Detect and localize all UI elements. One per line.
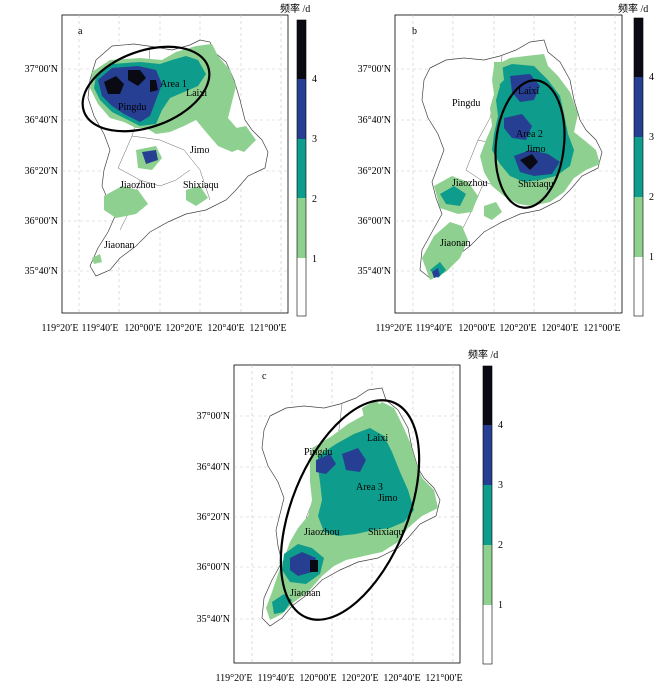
place-label-jiaozhou: Jiaozhou (304, 527, 340, 538)
lon-tick: 120°20′E (341, 673, 378, 684)
colorbar-label: 2 (498, 540, 503, 551)
place-label-laixi: Laixi (367, 433, 388, 444)
lon-tick: 119°20′E (42, 323, 79, 334)
colorbar: 频率 /d 4 3 2 1 (468, 348, 503, 665)
frequency-shading (90, 44, 256, 264)
place-label-jiaonan: Jiaonan (104, 240, 135, 251)
latitude-tick-labels: 37°00′N 36°40′N 36°20′N 36°00′N 35°40′N (25, 64, 58, 277)
lat-tick: 36°00′N (358, 216, 391, 227)
latitude-tick-labels: 37°00′N 36°40′N 36°20′N 36°00′N 35°40′N (358, 64, 391, 277)
lat-tick: 36°20′N (197, 512, 230, 523)
colorbar-label: 2 (312, 194, 317, 205)
lon-tick: 120°20′E (499, 323, 536, 334)
place-label-jiaozhou: Jiaozhou (120, 180, 156, 191)
place-label-laixi: Laixi (518, 86, 539, 97)
lon-tick: 119°40′E (258, 673, 295, 684)
place-label-pingdu: Pingdu (452, 98, 480, 109)
lat-tick: 37°00′N (197, 411, 230, 422)
colorbar-title: 频率 /d (280, 2, 310, 15)
longitude-tick-labels: 119°20′E 119°40′E 120°00′E 120°20′E 120°… (376, 323, 621, 334)
colorbar-label: 1 (649, 252, 654, 263)
lon-tick: 121°00′E (425, 673, 462, 684)
panel-letter: b (412, 26, 417, 37)
colorbar-label: 4 (649, 72, 654, 83)
colorbar-label: 3 (312, 134, 317, 145)
place-label-laixi: Laixi (186, 88, 207, 99)
area-ellipse (494, 79, 566, 209)
lat-tick: 37°00′N (25, 64, 58, 75)
colorbar-label: 3 (649, 132, 654, 143)
place-label-jimo: Jimo (190, 145, 209, 156)
colorbar: 频率 /d 4 3 2 1 (280, 2, 317, 317)
lat-tick: 36°00′N (197, 562, 230, 573)
colorbar-label: 3 (498, 480, 503, 491)
area-label: Area 1 (160, 79, 187, 90)
lon-tick: 120°40′E (207, 323, 244, 334)
lon-tick: 119°20′E (376, 323, 413, 334)
place-label-shixiaqu: Shixiaqu (368, 527, 404, 538)
panel-letter: c (262, 371, 267, 382)
lat-tick: 36°00′N (25, 216, 58, 227)
lon-tick: 121°00′E (583, 323, 620, 334)
place-label-jiaonan: Jiaonan (440, 238, 471, 249)
lat-tick: 35°40′N (358, 266, 391, 277)
colorbar-label: 2 (649, 192, 654, 203)
lon-tick: 120°40′E (383, 673, 420, 684)
lat-tick: 35°40′N (25, 266, 58, 277)
place-label-jiaozhou: Jiaozhou (452, 178, 488, 189)
lon-tick: 120°20′E (165, 323, 202, 334)
colorbar: 频率 /d 4 3 2 1 (618, 2, 654, 317)
area-label: Area 2 (516, 129, 543, 140)
colorbar-title: 频率 /d (468, 348, 498, 361)
area-ellipse (279, 399, 421, 621)
lon-tick: 120°00′E (124, 323, 161, 334)
lon-tick: 120°00′E (458, 323, 495, 334)
colorbar-label: 4 (498, 420, 503, 431)
place-label-shixiaqu: Shixiaqu (518, 179, 554, 190)
map-panel-b: b Area 2 Pingdu Laixi Jimo Jiaozhou Shix… (358, 2, 654, 334)
map-panel-a: a Area 1 Pingdu Laixi Jimo Jiaozhou Shix… (25, 2, 317, 334)
place-label-jimo: Jimo (378, 493, 397, 504)
lat-tick: 36°20′N (358, 166, 391, 177)
panel-letter: a (78, 26, 83, 37)
colorbar-label: 1 (312, 254, 317, 265)
longitude-tick-labels: 119°20′E 119°40′E 120°00′E 120°20′E 120°… (216, 673, 463, 684)
place-label-jimo: Jimo (526, 144, 545, 155)
lat-tick: 37°00′N (358, 64, 391, 75)
colorbar-label: 1 (498, 600, 503, 611)
frequency-shading (266, 400, 438, 620)
place-label-pingdu: Pingdu (118, 102, 146, 113)
area-label: Area 3 (356, 482, 383, 493)
colorbar-title: 频率 /d (618, 2, 648, 15)
lon-tick: 119°20′E (216, 673, 253, 684)
map-panel-c: c Area 3 Pingdu Laixi Jimo Jiaozhou Shix… (197, 348, 503, 684)
latitude-tick-labels: 37°00′N 36°40′N 36°20′N 36°00′N 35°40′N (197, 411, 230, 625)
place-label-pingdu: Pingdu (304, 447, 332, 458)
lon-tick: 120°40′E (541, 323, 578, 334)
lat-tick: 35°40′N (197, 614, 230, 625)
lat-tick: 36°20′N (25, 166, 58, 177)
lon-tick: 121°00′E (249, 323, 286, 334)
lat-tick: 36°40′N (197, 462, 230, 473)
lon-tick: 119°40′E (416, 323, 453, 334)
lat-tick: 36°40′N (358, 115, 391, 126)
place-label-shixiaqu: Shixiaqu (183, 180, 219, 191)
lat-tick: 36°40′N (25, 115, 58, 126)
lon-tick: 120°00′E (299, 673, 336, 684)
lon-tick: 119°40′E (82, 323, 119, 334)
area-ellipse (81, 45, 211, 133)
place-label-jiaonan: Jiaonan (290, 588, 321, 599)
longitude-tick-labels: 119°20′E 119°40′E 120°00′E 120°20′E 120°… (42, 323, 287, 334)
colorbar-label: 4 (312, 74, 317, 85)
